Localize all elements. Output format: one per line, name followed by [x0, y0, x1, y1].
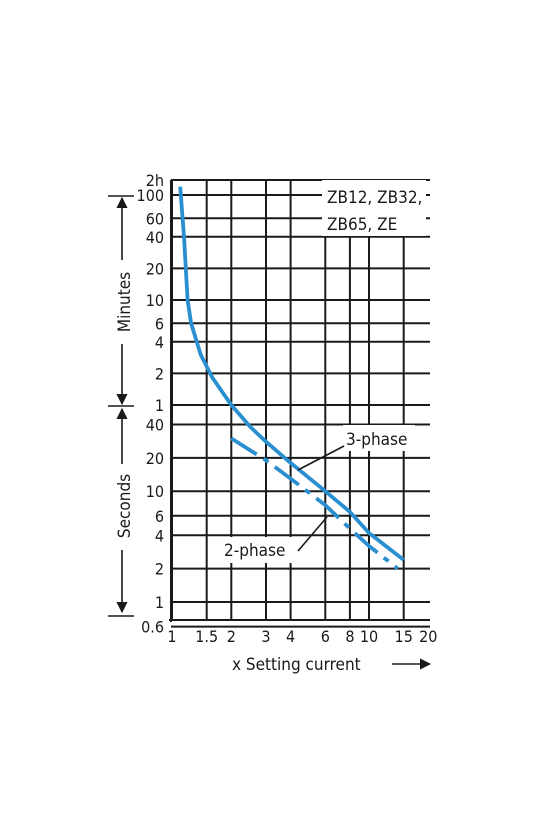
x-axis-label: x Setting current [232, 655, 361, 675]
y-tick-label: 4 [155, 333, 164, 352]
y-tick-label: 1 [155, 396, 164, 415]
series-line-2-phase [230, 436, 399, 571]
x-tick-label: 1 [167, 627, 176, 646]
x-tick-label: 15 [395, 627, 413, 646]
y-tick-label: 20 [146, 259, 164, 278]
leader-2-phase [297, 516, 328, 552]
series-line-3-phase [178, 186, 405, 562]
grid [169, 179, 430, 628]
y-tick-label: 6 [155, 314, 164, 333]
label-2-phase-bg [222, 537, 298, 563]
y-tick-label: 6 [155, 507, 164, 526]
y-tick-label: 40 [146, 416, 164, 435]
legend-line-2: ZB65, ZE [327, 215, 397, 235]
y-tick-label: 1 [155, 593, 164, 612]
x-tick-label: 4 [286, 627, 295, 646]
label-2-phase: 2-phase [224, 541, 285, 561]
y-tick-label: 0.6 [141, 618, 164, 637]
seconds-label: Seconds [115, 474, 135, 538]
x-tick-label: 6 [321, 627, 330, 646]
y-tick-label: 60 [146, 209, 164, 228]
label-3-phase-bg [343, 425, 415, 451]
y-tick-label: 10 [146, 291, 164, 310]
legend-box [322, 180, 426, 236]
x-tick-label: 8 [345, 627, 354, 646]
x-tick-label: 10 [360, 627, 378, 646]
x-tick-label: 1.5 [195, 627, 218, 646]
y-tick-label: 2h [146, 171, 164, 190]
minutes-label: Minutes [115, 272, 135, 332]
y-tick-label: 2 [155, 560, 164, 579]
y-tick-label: 4 [155, 526, 164, 545]
y-tick-label: 20 [146, 449, 164, 468]
y-tick-label: 2 [155, 364, 164, 383]
y-tick-label: 100 [137, 186, 164, 205]
x-tick-label: 20 [419, 627, 437, 646]
label-3-phase: 3-phase [346, 430, 407, 450]
series-lines [178, 186, 405, 571]
y-tick-label: 40 [146, 228, 164, 247]
x-tick-label: 3 [261, 627, 270, 646]
x-tick-labels: 1 1.5 2 3 4 6 8 10 15 20 [167, 627, 437, 646]
leader-3-phase [297, 445, 345, 471]
legend-line-1: ZB12, ZB32, [327, 188, 422, 208]
y-tick-label: 10 [146, 482, 164, 501]
x-tick-label: 2 [227, 627, 236, 646]
